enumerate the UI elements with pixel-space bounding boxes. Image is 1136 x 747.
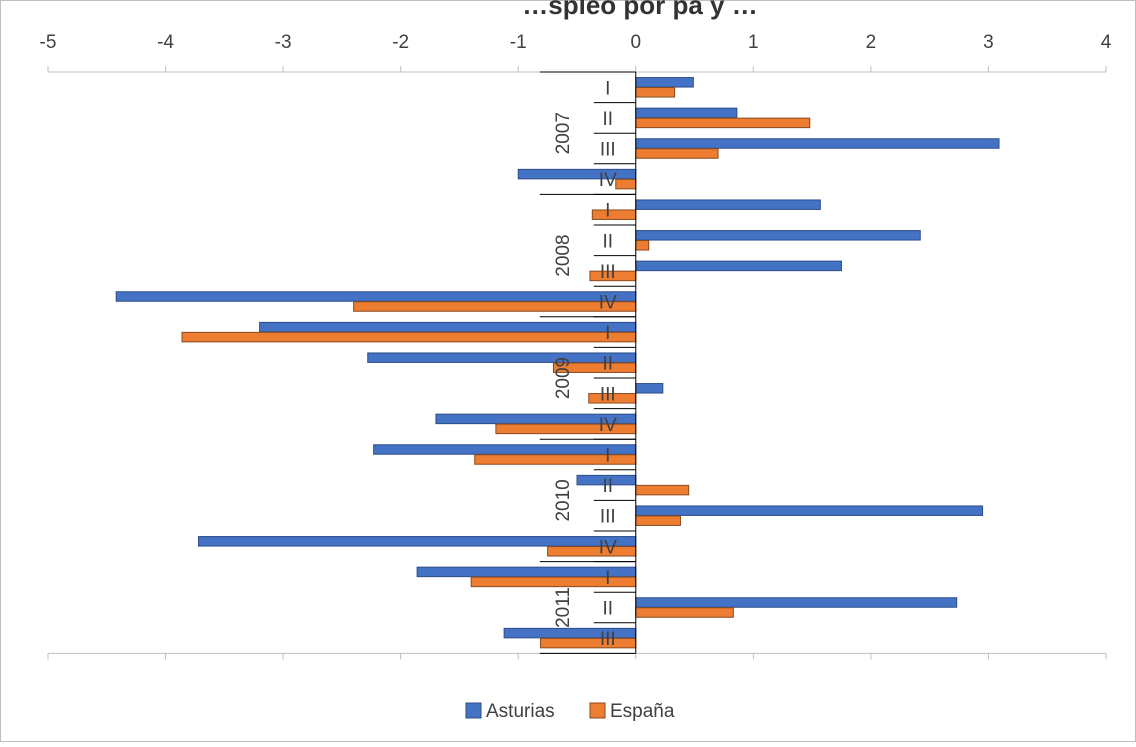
bar-espa-a-4 <box>591 209 637 220</box>
bar-espa-a-15 <box>547 546 637 557</box>
bar-asturias-9 <box>367 352 637 363</box>
bar-asturias-5 <box>635 230 921 241</box>
quarter-label: I <box>605 568 610 589</box>
x-tick-label: -5 <box>40 32 57 53</box>
year-label: 2009 <box>553 357 574 399</box>
bar-asturias-17 <box>635 597 958 608</box>
year-label: 2011 <box>553 587 574 628</box>
chart-title: …spleo por pa y … <box>522 0 758 20</box>
x-tick-label: -4 <box>157 32 174 53</box>
bar-espa-a-7 <box>353 301 637 312</box>
quarter-label: I <box>605 78 610 99</box>
year-label: 2007 <box>553 112 574 154</box>
bar-asturias-14 <box>635 505 984 516</box>
bar-espa-a-14 <box>635 515 681 526</box>
bar-asturias-12 <box>373 444 637 455</box>
bar-asturias-18 <box>503 627 637 639</box>
bar-asturias-4 <box>635 199 821 210</box>
quarter-label: III <box>600 262 616 283</box>
quarter-label: III <box>600 507 616 528</box>
quarter-label: III <box>600 629 616 650</box>
legend-swatch-asturias <box>465 702 482 719</box>
bar-espa-a-0 <box>635 87 676 98</box>
x-tick-label: 3 <box>983 32 994 53</box>
bar-espa-a-17 <box>635 607 734 618</box>
legend-label-asturias: Asturias <box>486 701 555 722</box>
bar-espa-a-18 <box>540 637 637 649</box>
quarter-label: IV <box>599 415 617 436</box>
quarter-label: III <box>600 140 616 161</box>
bar-espa-a-16 <box>470 576 637 588</box>
year-label: 2010 <box>553 479 574 521</box>
bar-espa-a-12 <box>474 454 637 465</box>
quarter-label: IV <box>599 537 617 558</box>
bar-espa-a-5 <box>635 240 650 251</box>
quarter-label: II <box>602 109 613 130</box>
x-tick-label: 4 <box>1101 32 1112 53</box>
quarter-label: I <box>605 201 610 222</box>
year-label: 2008 <box>553 234 574 276</box>
bar-asturias-6 <box>635 260 842 272</box>
quarter-label: I <box>605 323 610 344</box>
bar-asturias-15 <box>197 536 637 547</box>
quarter-label: II <box>602 599 613 620</box>
category-labels: IIIIIIIV2007IIIIIIIV2008IIIIIIIV2009IIII… <box>539 71 637 654</box>
bar-asturias-8 <box>259 321 637 333</box>
bar-espa-a-13 <box>635 484 690 496</box>
quarter-label: IV <box>599 293 617 314</box>
quarter-label: I <box>605 446 610 467</box>
x-tick-label: 0 <box>630 32 641 53</box>
quarter-label: II <box>602 354 613 375</box>
x-tick-label: -2 <box>392 32 409 53</box>
quarter-label: III <box>600 384 616 405</box>
x-axis: -5 -4 -3 -2 -1 0 1 2 3 4 <box>40 32 1112 660</box>
quarter-label: II <box>602 231 613 252</box>
x-tick-label: -3 <box>275 32 292 53</box>
bar-asturias-1 <box>635 107 738 119</box>
bar-asturias-3 <box>517 168 637 180</box>
bar-asturias-0 <box>635 77 694 88</box>
bar-asturias-10 <box>635 383 664 394</box>
x-tick-label: 1 <box>748 32 759 53</box>
quarter-label: IV <box>599 170 617 191</box>
bars <box>115 77 1000 649</box>
bar-espa-a-8 <box>181 331 637 343</box>
bar-espa-a-2 <box>635 148 719 159</box>
x-tick-label: -1 <box>510 32 527 53</box>
quarter-label: II <box>602 476 613 497</box>
bar-espa-a-3 <box>615 178 637 190</box>
bar-espa-a-1 <box>635 117 811 129</box>
bar-asturias-7 <box>115 291 637 302</box>
bar-asturias-2 <box>635 138 1000 149</box>
legend: Asturias España <box>465 701 675 722</box>
x-tick-label: 2 <box>866 32 877 53</box>
bar-asturias-16 <box>416 566 637 578</box>
legend-swatch-espana <box>589 702 606 719</box>
legend-label-espana: España <box>610 701 675 722</box>
